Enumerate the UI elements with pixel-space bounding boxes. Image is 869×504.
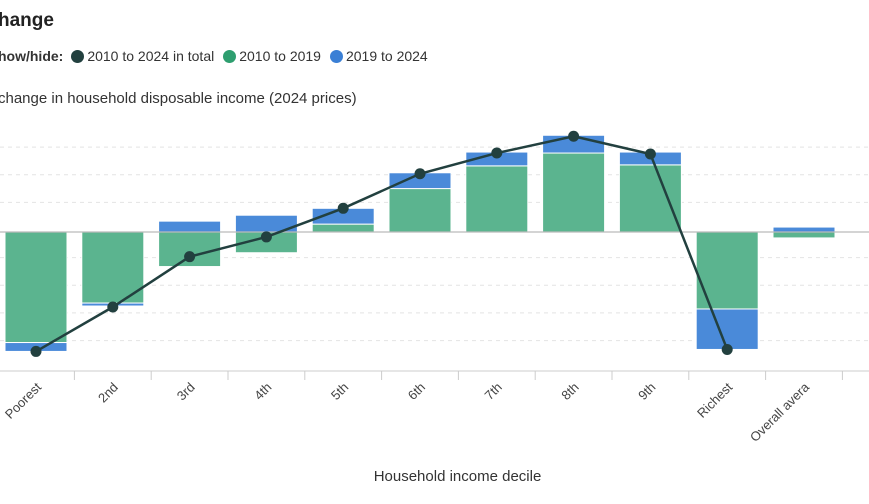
legend-item-label: 2010 to 2024 in total	[87, 48, 215, 64]
x-tick-label: Richest	[694, 379, 736, 421]
bar-2019-2024	[158, 220, 222, 233]
total-point	[107, 301, 119, 313]
total-point	[721, 343, 733, 355]
total-point	[337, 202, 349, 214]
bar-2010-2019	[542, 152, 606, 233]
legend: how/hide: 2010 to 2024 in total 2010 to …	[0, 46, 437, 66]
x-tick-label: 9th	[635, 380, 658, 403]
x-axis-label: Household income decile	[373, 468, 542, 485]
total-point	[491, 147, 503, 159]
bar-2010-2019	[4, 231, 68, 344]
x-tick-label: 3rd	[174, 380, 198, 404]
total-point	[184, 251, 196, 263]
total-point	[260, 231, 272, 243]
bar-2010-2019	[311, 223, 375, 233]
chart-title: hange	[0, 10, 54, 31]
total-series-line	[35, 134, 729, 353]
y-axis-label: change in household disposable income (2…	[0, 90, 357, 107]
bar-2010-2019	[772, 231, 836, 239]
x-tick-labels: Poorest 2nd 3rd 4th 5th 6th 7th 8th 9th Richest Ov…	[2, 379, 813, 445]
x-tick-label: 5th	[328, 380, 351, 403]
legend-dot-icon	[329, 49, 343, 63]
legend-dot-icon	[71, 49, 85, 63]
legend-item-label: 2019 to 2024	[345, 48, 428, 64]
bar-2019-2024	[695, 308, 759, 350]
total-point	[568, 130, 580, 142]
total-line	[30, 130, 733, 357]
x-tick-label: 2nd	[95, 380, 121, 406]
bars	[4, 134, 836, 352]
bar-2010-2019	[618, 164, 682, 233]
bar-2010-2019	[81, 231, 145, 304]
x-axis	[0, 231, 869, 380]
x-tick-label: Poorest	[2, 379, 45, 422]
bar-2019-2024	[772, 226, 836, 233]
legend-item-label: 2010 to 2019	[239, 48, 321, 64]
legend-item-2010-2019[interactable]: 2010 to 2019	[223, 48, 321, 64]
legend-dot-icon	[223, 49, 237, 63]
x-tick-label: 4th	[251, 380, 274, 403]
bar-2010-2019	[388, 188, 452, 233]
legend-item-total[interactable]: 2010 to 2024 in total	[71, 48, 214, 64]
bar-2010-2019	[465, 165, 529, 233]
legend-item-2019-2024[interactable]: 2019 to 2024	[329, 48, 428, 64]
x-tick-label: Overall avera	[747, 379, 813, 445]
x-tick-label: 7th	[482, 380, 505, 403]
total-point	[414, 168, 426, 180]
legend-label: how/hide:	[0, 48, 64, 64]
total-point	[30, 345, 42, 357]
total-point	[644, 148, 656, 160]
x-tick-label: 8th	[558, 380, 581, 403]
x-tick-label: 6th	[405, 380, 428, 403]
